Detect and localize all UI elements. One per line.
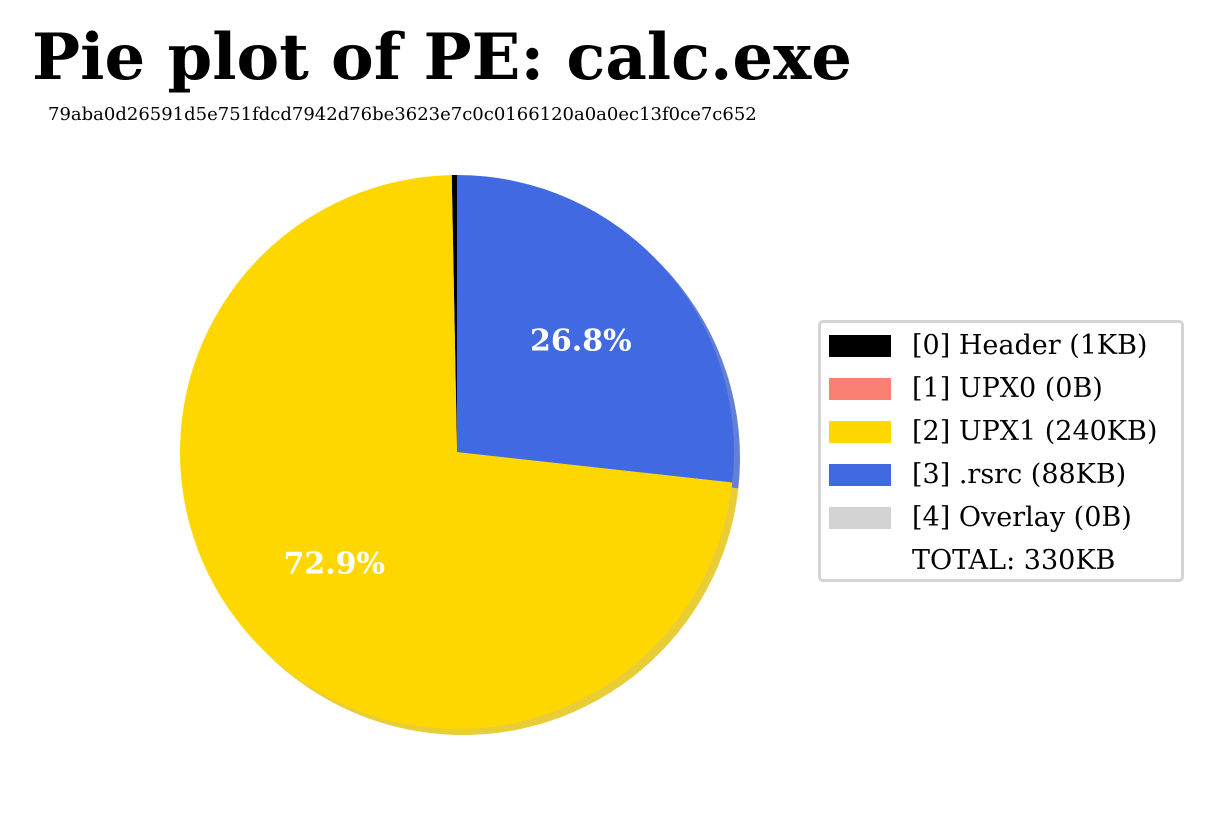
legend-label: [2] UPX1 (240KB) bbox=[912, 416, 1158, 447]
pie-pct-label-2-upx1-240kb: 72.9% bbox=[283, 547, 385, 582]
legend-label: [1] UPX0 (0B) bbox=[912, 373, 1103, 404]
chart-title: Pie plot of PE: calc.exe bbox=[32, 20, 852, 95]
pie-slices bbox=[180, 175, 734, 730]
pie-pct-label-3-rsrc-88kb: 26.8% bbox=[530, 324, 632, 359]
legend-total: TOTAL: 330KB bbox=[821, 542, 1181, 580]
legend: [0] Header (1KB) [1] UPX0 (0B) [2] UPX1 (2… bbox=[818, 320, 1184, 582]
legend-swatch bbox=[829, 378, 891, 400]
pie-labels: 72.9% 26.8% bbox=[283, 324, 631, 582]
legend-swatch bbox=[829, 421, 891, 443]
legend-label: [4] Overlay (0B) bbox=[912, 502, 1132, 533]
legend-item: [2] UPX1 (240KB) bbox=[821, 413, 1181, 451]
legend-item: [4] Overlay (0B) bbox=[821, 499, 1181, 537]
pie-slice-0-header-1kb bbox=[451, 175, 457, 452]
legend-swatch bbox=[829, 464, 891, 486]
pie-slice-3-rsrc-88kb bbox=[457, 175, 734, 483]
legend-label: [3] .rsrc (88KB) bbox=[912, 459, 1127, 490]
legend-item: [0] Header (1KB) bbox=[821, 327, 1181, 365]
legend-item: [1] UPX0 (0B) bbox=[821, 370, 1181, 408]
legend-swatch bbox=[829, 507, 891, 529]
chart-subtitle: 79aba0d26591d5e751fdcd7942d76be3623e7c0c… bbox=[48, 104, 757, 125]
legend-swatch bbox=[829, 335, 891, 357]
legend-label: [0] Header (1KB) bbox=[912, 330, 1148, 361]
legend-total-label: TOTAL: 330KB bbox=[912, 545, 1116, 576]
pie-slice-2-upx1-240kb bbox=[180, 175, 733, 730]
legend-item: [3] .rsrc (88KB) bbox=[821, 456, 1181, 494]
